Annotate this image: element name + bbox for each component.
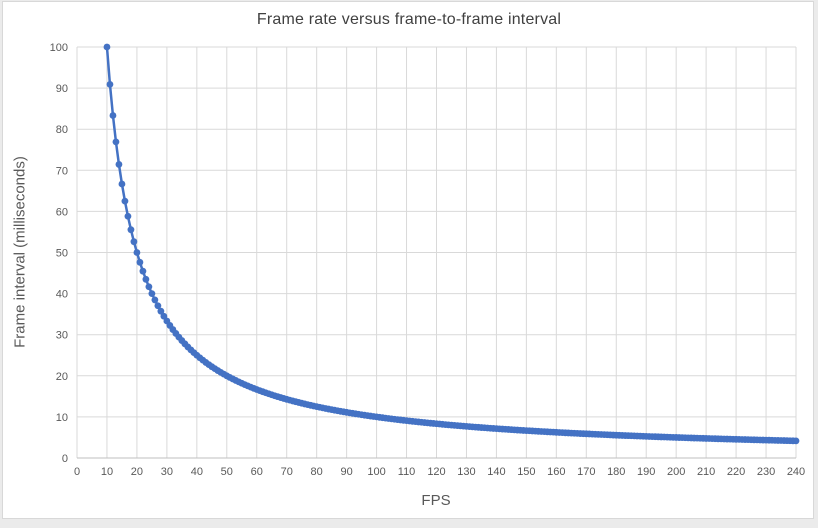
data-point-marker — [103, 43, 111, 51]
y-tick-label: 20 — [56, 371, 68, 383]
data-point-marker — [133, 249, 141, 256]
data-point-marker — [109, 112, 117, 119]
x-tick-label: 190 — [637, 466, 655, 478]
y-tick-label: 80 — [56, 124, 68, 136]
x-tick-label: 90 — [341, 466, 353, 478]
y-tick-label: 50 — [56, 248, 68, 260]
x-tick-label: 210 — [697, 466, 715, 478]
x-tick-label: 220 — [727, 466, 745, 478]
x-tick-label: 180 — [607, 466, 625, 478]
data-point-marker — [154, 302, 162, 310]
y-tick-label: 30 — [56, 330, 68, 342]
data-point-marker — [157, 307, 165, 315]
x-tick-label: 130 — [457, 466, 475, 478]
chart-title: Frame rate versus frame-to-frame interva… — [256, 11, 562, 28]
data-point-marker — [118, 180, 126, 188]
x-tick-label: 140 — [487, 466, 505, 478]
x-tick-label: 30 — [161, 466, 173, 478]
data-point-marker — [106, 80, 114, 88]
data-point-marker — [136, 258, 144, 266]
series-line — [105, 45, 798, 443]
y-tick-label: 10 — [56, 412, 68, 424]
data-point-marker — [121, 197, 129, 205]
x-tick-label: 200 — [667, 466, 685, 478]
data-point-marker — [130, 238, 138, 246]
data-point-marker — [151, 296, 159, 304]
y-tick-label: 70 — [56, 165, 68, 177]
y-tick-label: 40 — [56, 289, 68, 301]
data-point-marker — [127, 226, 135, 234]
data-point-marker — [124, 212, 132, 220]
x-tick-label: 230 — [757, 466, 775, 478]
y-tick-label: 60 — [56, 206, 68, 218]
x-tick-label: 0 — [74, 466, 80, 478]
x-tick-label: 80 — [311, 466, 323, 478]
data-point-marker — [145, 283, 153, 291]
y-axis-title: Frame interval (milliseconds) — [11, 156, 29, 348]
x-tick-label: 110 — [398, 466, 416, 478]
x-tick-label: 10 — [101, 466, 113, 478]
y-tick-label: 0 — [62, 453, 68, 465]
data-point-marker — [142, 275, 150, 283]
x-tick-label: 40 — [191, 466, 203, 478]
x-tick-label: 70 — [281, 466, 293, 478]
x-tick-label: 240 — [787, 466, 805, 478]
x-axis-title: FPS — [421, 492, 451, 509]
data-point-marker — [148, 290, 156, 297]
x-tick-label: 50 — [221, 466, 233, 478]
y-tick-label: 100 — [50, 42, 68, 54]
data-point-marker — [112, 138, 120, 146]
x-tick-label: 20 — [131, 466, 143, 478]
data-point-marker — [792, 437, 800, 445]
x-tick-label: 60 — [251, 466, 263, 478]
x-tick-label: 100 — [367, 466, 385, 478]
data-point-marker — [115, 161, 123, 168]
x-tick-label: 150 — [517, 466, 535, 478]
y-tick-label: 90 — [56, 83, 68, 95]
x-tick-label: 160 — [547, 466, 565, 478]
data-point-marker — [139, 267, 147, 275]
x-tick-label: 170 — [577, 466, 595, 478]
x-tick-label: 120 — [427, 466, 445, 478]
